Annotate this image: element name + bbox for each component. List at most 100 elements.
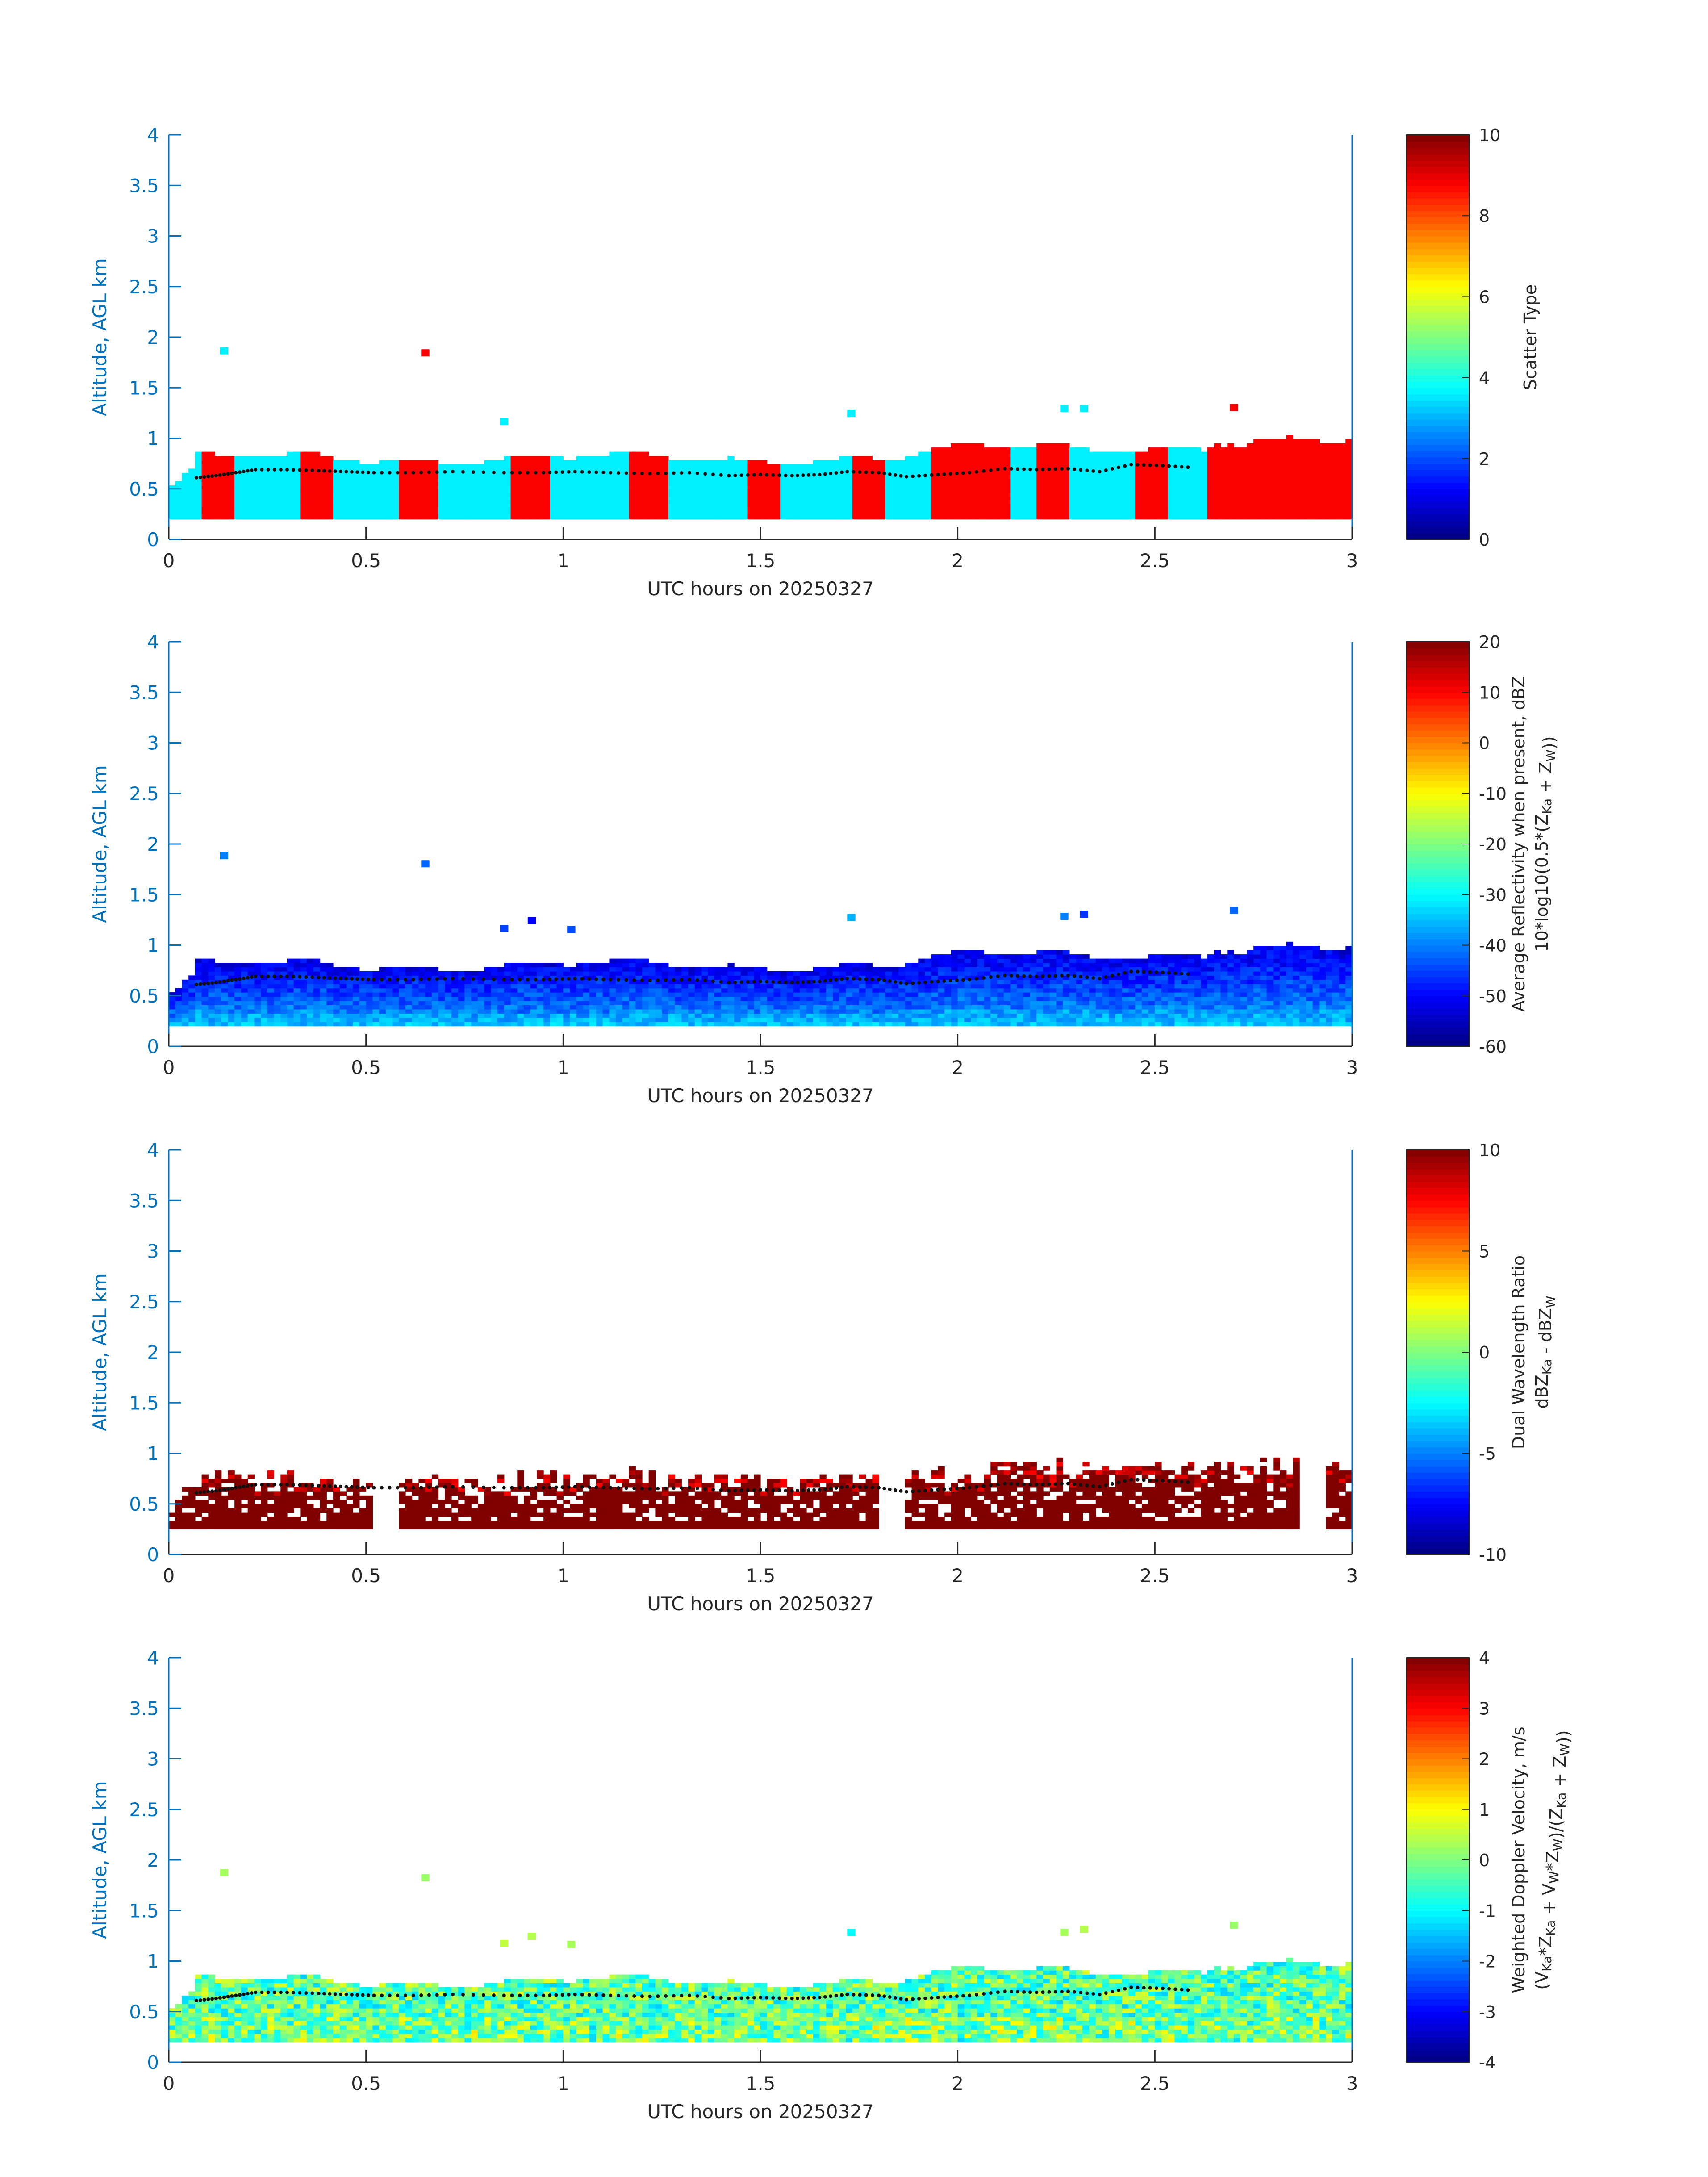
data-cell [1089, 506, 1096, 511]
data-cell [688, 481, 695, 486]
data-cell [675, 460, 682, 465]
data-cell [754, 515, 761, 520]
data-cell [662, 472, 669, 477]
data-cell [399, 489, 406, 494]
data-cell [385, 1022, 393, 1027]
data-cell [471, 1001, 478, 1005]
data-cell [793, 1009, 800, 1014]
trace-point [419, 471, 423, 475]
data-cell [622, 1022, 630, 1027]
data-cell [1299, 443, 1307, 448]
data-cell [1063, 464, 1070, 469]
data-cell [556, 515, 564, 520]
data-cell [846, 996, 853, 1001]
data-cell [1286, 494, 1294, 498]
data-cell [1174, 464, 1182, 469]
data-cell [754, 975, 761, 980]
data-cell [786, 485, 794, 490]
data-cell [254, 472, 261, 477]
data-cell [675, 1017, 682, 1022]
data-cell [793, 1005, 800, 1010]
data-cell [530, 456, 537, 460]
data-cell [872, 510, 879, 515]
data-cell [675, 477, 682, 482]
data-cell [267, 992, 275, 997]
data-cell [385, 1013, 393, 1018]
data-cell [1194, 477, 1201, 482]
data-cell [800, 494, 807, 498]
data-cell [201, 958, 209, 963]
data-cell [701, 988, 708, 993]
data-cell [708, 477, 715, 482]
data-cell [293, 485, 301, 490]
data-cell [1345, 515, 1353, 520]
data-cell [543, 996, 551, 1001]
data-cell [1089, 502, 1096, 507]
data-cell [333, 971, 340, 976]
data-cell [589, 460, 597, 465]
data-cell [786, 481, 794, 486]
data-cell [280, 515, 288, 520]
data-cell [195, 456, 202, 460]
colorbar-swatch [1407, 204, 1469, 211]
data-cell [905, 975, 912, 980]
data-cell [800, 1005, 807, 1010]
data-cell [366, 988, 373, 993]
data-cell [1273, 481, 1280, 486]
data-cell [662, 1009, 669, 1014]
data-cell [609, 975, 616, 980]
data-cell [1115, 472, 1123, 477]
data-cell [412, 967, 419, 972]
data-cell [1036, 515, 1044, 520]
data-cell [1168, 489, 1175, 494]
data-cell [372, 1001, 380, 1005]
data-cell [1194, 498, 1201, 503]
trace-point [222, 472, 226, 476]
data-cell [846, 1022, 853, 1027]
data-cell [221, 963, 229, 967]
data-cell [688, 992, 695, 997]
data-cell [793, 515, 800, 520]
data-cell [451, 996, 459, 1001]
data-cell [326, 498, 334, 503]
data-cell [911, 510, 919, 515]
data-cell [918, 967, 925, 972]
data-cell [1181, 472, 1188, 477]
data-cell [1161, 460, 1169, 465]
data-cell [708, 489, 715, 494]
data-cell [1036, 489, 1044, 494]
data-cell [1280, 510, 1287, 515]
data-cell [1201, 460, 1208, 465]
trace-point [1148, 463, 1152, 467]
data-cell [261, 1013, 268, 1018]
data-cell [293, 992, 301, 997]
data-cell [484, 1009, 491, 1014]
data-cell [589, 1022, 597, 1027]
data-cell [1168, 510, 1175, 515]
colorbar-swatch [1407, 381, 1469, 389]
data-cell [832, 515, 840, 520]
data-cell [339, 494, 347, 498]
data-cell [458, 975, 465, 980]
data-cell [675, 510, 682, 515]
colorbar-swatch [1407, 280, 1469, 287]
data-cell [957, 502, 965, 507]
data-cell [951, 988, 958, 993]
data-cell [865, 1013, 873, 1018]
data-cell [977, 510, 985, 515]
data-cell [931, 996, 939, 1001]
data-cell [602, 975, 610, 980]
data-cell [1017, 468, 1024, 473]
data-cell [438, 489, 445, 494]
data-cell [609, 996, 616, 1001]
data-cell [261, 481, 268, 486]
data-cell [957, 460, 965, 465]
data-cell [425, 506, 432, 511]
data-cell [418, 464, 426, 469]
data-cell [740, 1013, 748, 1018]
colorbar-swatch [1407, 185, 1469, 192]
data-cell [201, 963, 209, 967]
data-cell [353, 502, 360, 507]
data-cell [964, 971, 971, 976]
data-cell [964, 954, 971, 959]
